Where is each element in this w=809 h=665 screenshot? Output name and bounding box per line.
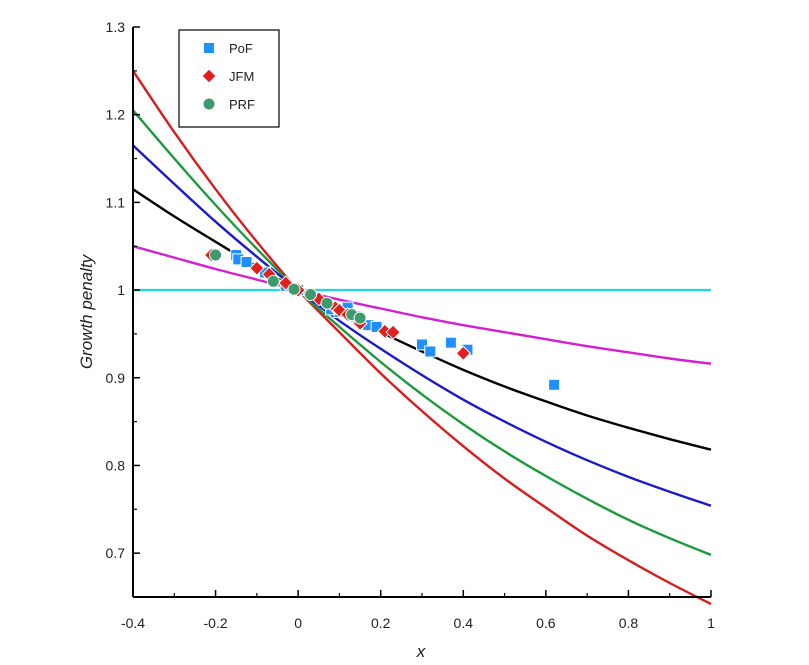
x-axis-title: x	[416, 642, 426, 661]
x-tick-label: 0.6	[536, 615, 556, 631]
y-ticks: 0.7 0.8 0.9 1 1.1 1.2 1.3	[106, 19, 140, 561]
prf-point-5	[320, 296, 334, 310]
x-tick-label: 0.4	[454, 615, 474, 631]
model-curves	[132, 70, 712, 606]
x-tick-label: -0.2	[204, 615, 228, 631]
legend-label-jfm: JFM	[229, 69, 254, 84]
model-curve-5	[132, 245, 712, 365]
jfm-legend-marker	[201, 68, 217, 84]
y-tick-label: 1	[117, 282, 125, 298]
prf-point-7	[353, 311, 367, 325]
model-curve-3	[132, 144, 712, 507]
x-ticks: -0.4 -0.2 0 0.2 0.4 0.6 0.8 1	[121, 590, 715, 631]
y-tick-label: 0.8	[106, 457, 126, 473]
legend-box	[178, 29, 280, 128]
x-tick-label: 0.2	[371, 615, 391, 631]
legend-label-pof: PoF	[229, 41, 253, 56]
x-tick-label: 0.8	[619, 615, 639, 631]
x-tick-label: -0.4	[121, 615, 145, 631]
y-tick-label: 1.1	[106, 194, 126, 210]
prf-legend-marker	[202, 97, 216, 111]
data-markers	[203, 247, 561, 391]
y-tick-label: 1.2	[106, 107, 126, 123]
model-curve-2	[132, 109, 712, 557]
x-tick-label: 1	[707, 615, 715, 631]
pof-legend-marker	[203, 42, 215, 54]
model-curve-1	[132, 70, 712, 606]
prf-point-2	[266, 274, 280, 288]
prf-point-4	[304, 287, 318, 301]
pof-point-14	[424, 345, 437, 358]
pof-point-17	[548, 378, 561, 391]
pof-point-13	[416, 338, 428, 351]
y-tick-label: 0.7	[106, 545, 126, 561]
pof-point-15	[444, 336, 457, 349]
legend-label-prf: PRF	[229, 97, 255, 112]
prf-point-3	[287, 282, 301, 296]
legend: PoF JFM PRF	[178, 29, 280, 128]
x-tick-label: 0	[294, 615, 302, 631]
prf-point-1	[209, 248, 223, 262]
jfm-point-12	[385, 324, 401, 340]
pof-point-3	[240, 256, 253, 269]
model-curve-4	[132, 188, 712, 451]
jfm-point-2	[249, 260, 265, 276]
jfm-point-13	[455, 345, 471, 361]
y-tick-label: 0.9	[106, 370, 126, 386]
y-tick-label: 1.3	[106, 19, 126, 35]
y-axis-title: Growth penalty	[77, 253, 96, 369]
